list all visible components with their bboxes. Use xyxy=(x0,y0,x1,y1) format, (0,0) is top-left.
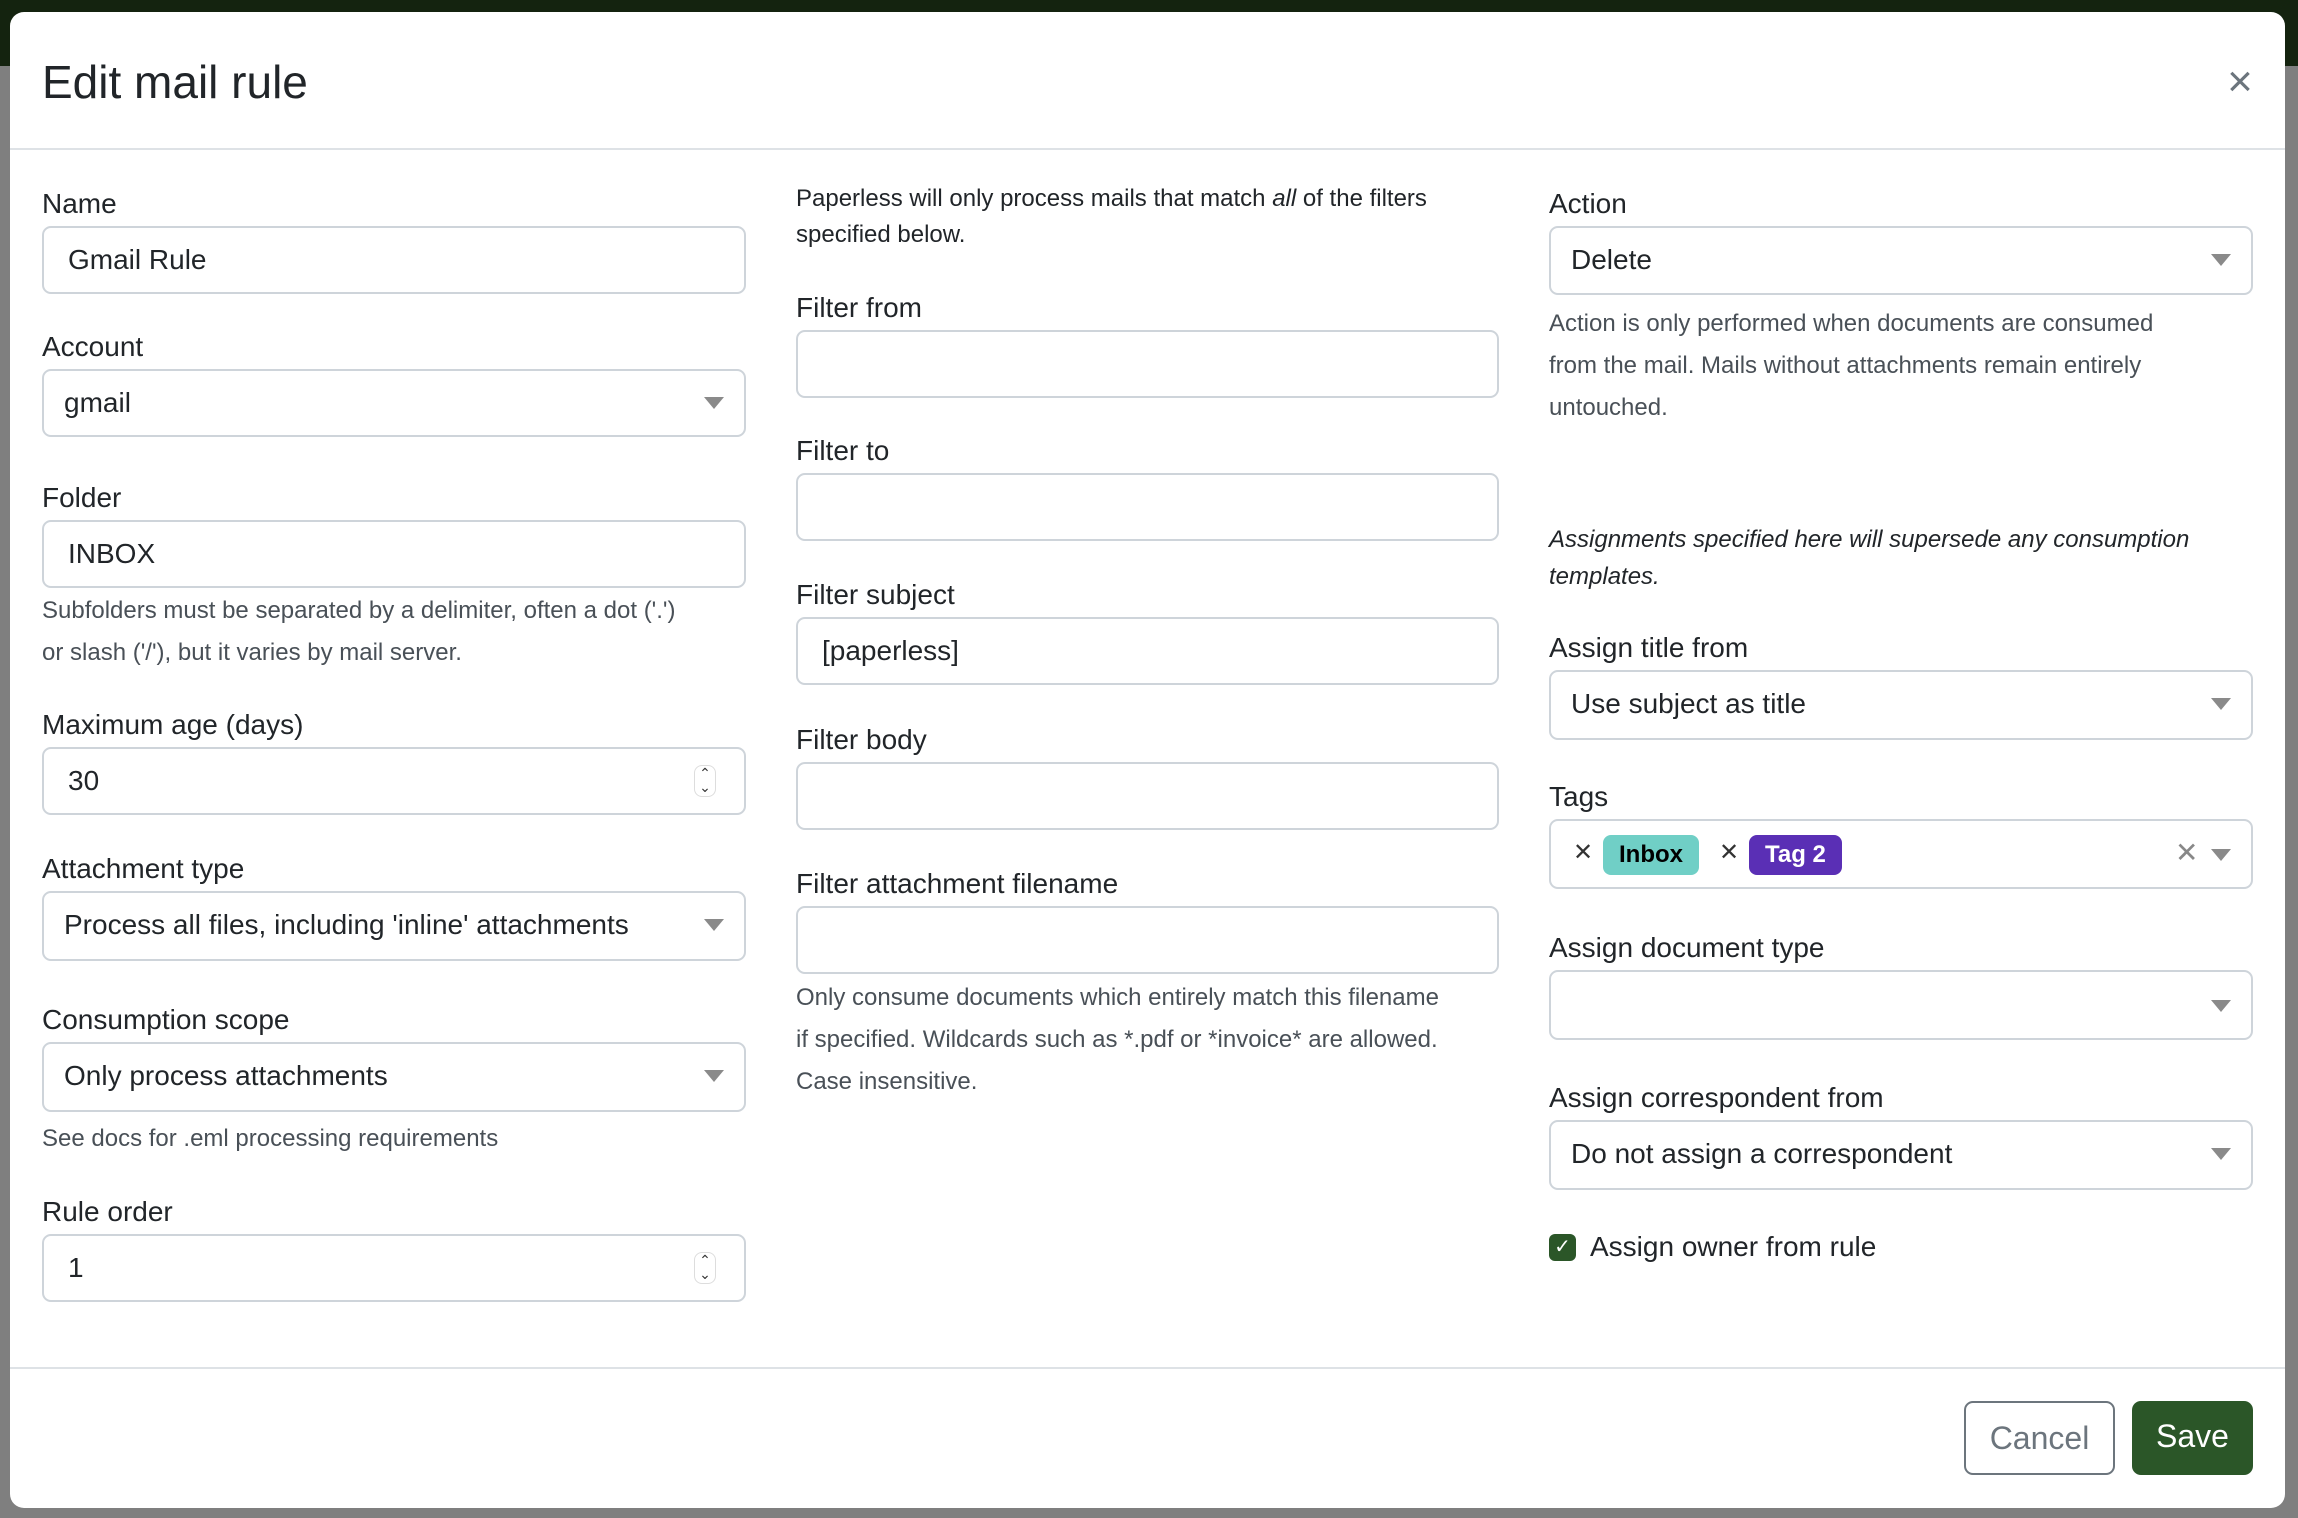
filter-subject-label: Filter subject xyxy=(796,579,955,610)
filter-to-label: Filter to xyxy=(796,435,890,466)
chevron-down-icon xyxy=(2211,849,2231,861)
filter-body-input[interactable] xyxy=(796,762,1499,830)
note-line: Assignments specified here will supersed… xyxy=(1549,526,2190,553)
filter-subject-input[interactable]: [paperless] xyxy=(796,617,1499,685)
chevron-down-icon xyxy=(704,919,724,931)
number-spinner-icon[interactable]: ⌃ ⌄ xyxy=(694,1252,716,1284)
intro-emphasis: all xyxy=(1272,185,1297,212)
action-label: Action xyxy=(1549,188,1627,219)
cancel-button[interactable]: Cancel xyxy=(1964,1401,2115,1475)
attachment-type-label: Attachment type xyxy=(42,853,245,884)
filter-from-input[interactable] xyxy=(796,330,1499,398)
assign-title-select[interactable]: Use subject as title xyxy=(1549,670,2253,740)
filter-attachment-help: Only consume documents which entirely ma… xyxy=(796,977,1439,1103)
filter-body-label: Filter body xyxy=(796,724,927,755)
chevron-down-icon xyxy=(2211,698,2231,710)
help-line: Action is only performed when documents … xyxy=(1549,310,2154,337)
consumption-scope-help: See docs for .eml processing requirement… xyxy=(42,1125,499,1152)
intro-text: specified below. xyxy=(796,221,966,248)
attachment-type-value: Process all files, including 'inline' at… xyxy=(64,909,629,940)
chevron-down-icon xyxy=(704,397,724,409)
assign-owner-label: Assign owner from rule xyxy=(1590,1231,1877,1262)
assignments-note: Assignments specified here will supersed… xyxy=(1549,521,2189,595)
assign-owner-checkbox[interactable]: ✓ xyxy=(1549,1234,1576,1261)
folder-help-line: Subfolders must be separated by a delimi… xyxy=(42,597,676,624)
consumption-scope-label: Consumption scope xyxy=(42,1004,290,1035)
tag-badge-tag-2: Tag 2 xyxy=(1749,835,1842,875)
max-age-label: Maximum age (days) xyxy=(42,709,304,740)
dialog-title: Edit mail rule xyxy=(42,56,308,108)
help-line: Only consume documents which entirely ma… xyxy=(796,984,1439,1011)
filter-to-input[interactable] xyxy=(796,473,1499,541)
intro-text: Paperless will only process mails that m… xyxy=(796,185,1273,212)
intro-text: of the filters xyxy=(1296,185,1427,212)
footer-divider xyxy=(10,1367,2285,1369)
max-age-value: 30 xyxy=(68,765,100,796)
number-spinner-icon[interactable]: ⌃ ⌄ xyxy=(694,765,716,797)
assign-title-label: Assign title from xyxy=(1549,632,1749,663)
remove-tag-icon[interactable]: ✕ xyxy=(1719,839,1740,866)
chevron-down-icon xyxy=(2211,1000,2231,1012)
filter-from-label: Filter from xyxy=(796,292,922,323)
account-value: gmail xyxy=(64,387,131,418)
header-divider xyxy=(10,148,2285,150)
filter-attachment-input[interactable] xyxy=(796,906,1499,974)
action-help: Action is only performed when documents … xyxy=(1549,303,2153,429)
close-icon[interactable]: × xyxy=(2227,57,2253,106)
action-select[interactable]: Delete xyxy=(1549,226,2253,295)
consumption-scope-value: Only process attachments xyxy=(64,1060,388,1091)
folder-input[interactable]: INBOX xyxy=(42,520,746,588)
remove-tag-icon[interactable]: ✕ xyxy=(1573,839,1594,866)
filter-attachment-label: Filter attachment filename xyxy=(796,868,1119,899)
tags-select[interactable]: ✕ Inbox ✕ Tag 2 ✕ xyxy=(1549,819,2253,889)
account-label: Account xyxy=(42,331,144,362)
help-line: Case insensitive. xyxy=(796,1068,978,1095)
folder-help-line: or slash ('/'), but it varies by mail se… xyxy=(42,639,462,666)
folder-label: Folder xyxy=(42,482,122,513)
folder-help: Subfolders must be separated by a delimi… xyxy=(42,590,676,674)
help-line: from the mail. Mails without attachments… xyxy=(1549,352,2142,379)
chevron-down-icon xyxy=(2211,1148,2231,1160)
doc-type-select[interactable] xyxy=(1549,970,2253,1040)
edit-mail-rule-dialog: Edit mail rule × Name Gmail Rule Account… xyxy=(10,12,2285,1508)
name-input[interactable]: Gmail Rule xyxy=(42,226,746,294)
correspondent-value: Do not assign a correspondent xyxy=(1571,1138,1953,1169)
name-label: Name xyxy=(42,188,117,219)
consumption-scope-select[interactable]: Only process attachments xyxy=(42,1042,746,1112)
rule-order-input[interactable]: 1 ⌃ ⌄ xyxy=(42,1234,746,1302)
correspondent-label: Assign correspondent from xyxy=(1549,1082,1884,1113)
attachment-type-select[interactable]: Process all files, including 'inline' at… xyxy=(42,891,746,961)
rule-order-value: 1 xyxy=(68,1252,84,1283)
tags-label: Tags xyxy=(1549,781,1609,812)
tag-badge-inbox: Inbox xyxy=(1603,835,1699,875)
chevron-down-icon xyxy=(2211,254,2231,266)
rule-order-label: Rule order xyxy=(42,1196,173,1227)
clear-all-icon[interactable]: ✕ xyxy=(2175,837,2199,868)
help-line: if specified. Wildcards such as *.pdf or… xyxy=(796,1026,1438,1053)
help-line: untouched. xyxy=(1549,394,1668,421)
chevron-down-icon xyxy=(704,1070,724,1082)
max-age-input[interactable]: 30 ⌃ ⌄ xyxy=(42,747,746,815)
assign-title-value: Use subject as title xyxy=(1571,688,1806,719)
account-select[interactable]: gmail xyxy=(42,369,746,437)
filters-intro: Paperless will only process mails that m… xyxy=(796,181,1427,253)
correspondent-select[interactable]: Do not assign a correspondent xyxy=(1549,1120,2253,1190)
note-line: templates. xyxy=(1549,563,1660,590)
action-value: Delete xyxy=(1571,244,1652,275)
save-button[interactable]: Save xyxy=(2132,1401,2253,1475)
doc-type-label: Assign document type xyxy=(1549,932,1825,963)
